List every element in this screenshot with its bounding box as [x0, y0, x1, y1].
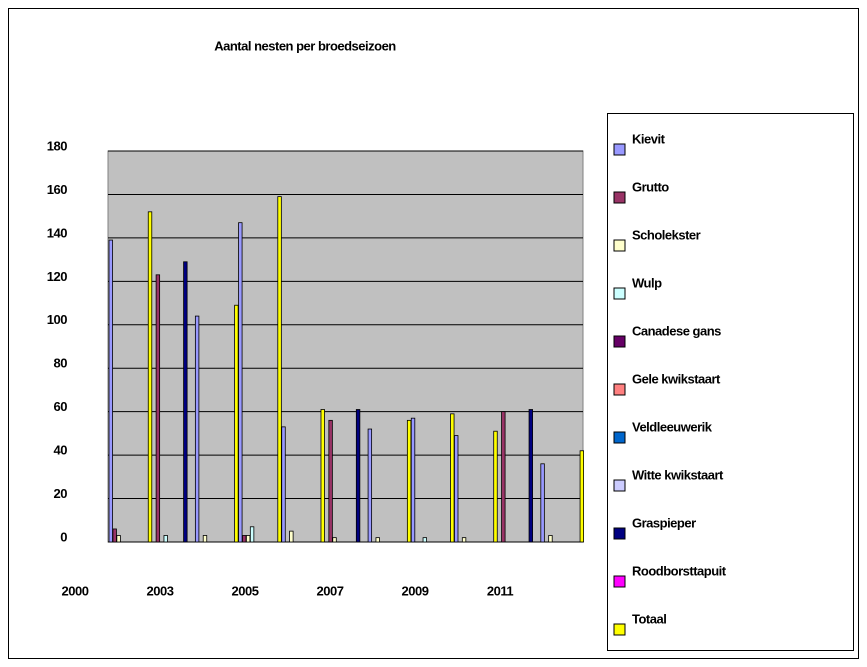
- y-tick-label: 80: [54, 356, 68, 371]
- bar: [183, 261, 188, 543]
- legend-swatch: [613, 239, 626, 252]
- bar: [289, 530, 294, 543]
- bar: [147, 211, 153, 543]
- bar: [528, 409, 533, 543]
- bar: [540, 463, 545, 543]
- legend-label: Canadese gans: [632, 323, 721, 338]
- legend-label: Totaal: [632, 611, 666, 626]
- x-tick-label: 2000: [62, 583, 89, 598]
- legend-swatch: [613, 143, 626, 156]
- bar: [116, 535, 121, 543]
- bar: [202, 535, 208, 543]
- legend-label: Witte kwikstaart: [632, 467, 724, 482]
- legend-swatch: [613, 623, 626, 636]
- legend-swatch: [613, 575, 626, 588]
- bar: [493, 430, 498, 543]
- legend-swatch: [613, 287, 626, 300]
- y-tick-label: 60: [54, 399, 68, 414]
- legend-swatch: [613, 383, 626, 396]
- bar: [163, 535, 168, 543]
- x-tick-label: 2011: [487, 583, 513, 598]
- bar: [234, 304, 239, 543]
- bar: [155, 274, 161, 543]
- legend-swatch: [613, 479, 626, 492]
- bar: [454, 435, 459, 543]
- bar: [242, 535, 247, 543]
- bar: [548, 535, 553, 543]
- legend-label: Roodborsttapuit: [632, 563, 727, 578]
- bar: [422, 537, 427, 543]
- y-tick-label: 160: [47, 182, 67, 197]
- bar: [367, 428, 373, 543]
- legend-label: Wulp: [632, 275, 662, 290]
- x-tick-label: 2003: [147, 583, 174, 598]
- legend-swatch: [613, 431, 626, 444]
- bar: [332, 537, 337, 543]
- bar: [238, 222, 243, 543]
- bar: [108, 239, 113, 543]
- y-tick-label: 140: [47, 225, 67, 240]
- plot-area: [107, 150, 584, 543]
- legend-swatch: [613, 527, 626, 540]
- legend-label: Grutto: [632, 179, 669, 194]
- bar: [277, 196, 282, 543]
- bar: [355, 409, 361, 543]
- legend-swatch: [613, 191, 626, 204]
- bar: [450, 413, 455, 543]
- legend-swatch: [613, 335, 626, 348]
- bar: [410, 417, 416, 543]
- y-tick-label: 100: [47, 312, 67, 327]
- bar: [328, 419, 333, 543]
- bar: [281, 426, 286, 543]
- y-tick-label: 0: [60, 529, 67, 544]
- legend-label: Scholekster: [632, 227, 701, 242]
- bar: [245, 535, 251, 543]
- bar: [375, 537, 380, 543]
- legend-label: Veldleeuwerik: [632, 419, 713, 434]
- legend-label: Kievit: [632, 131, 666, 146]
- bar: [112, 528, 117, 543]
- bar: [249, 526, 255, 543]
- x-tick-label: 2009: [402, 583, 429, 598]
- bar: [579, 450, 585, 543]
- x-tick-label: 2005: [232, 583, 259, 598]
- bar: [320, 409, 325, 543]
- legend-label: Gele kwikstaart: [632, 371, 721, 386]
- chart-title: Aantal nesten per broedseizoen: [214, 38, 396, 53]
- y-tick-label: 120: [47, 269, 67, 284]
- legend-label: Graspieper: [632, 515, 696, 530]
- x-tick-label: 2007: [317, 583, 344, 598]
- bar: [194, 315, 200, 543]
- bar: [461, 537, 467, 543]
- y-tick-label: 20: [54, 486, 68, 501]
- bar: [501, 411, 506, 543]
- bar: [406, 419, 412, 543]
- y-tick-label: 40: [54, 443, 68, 458]
- legend-box: [607, 113, 854, 651]
- y-tick-label: 180: [47, 138, 67, 153]
